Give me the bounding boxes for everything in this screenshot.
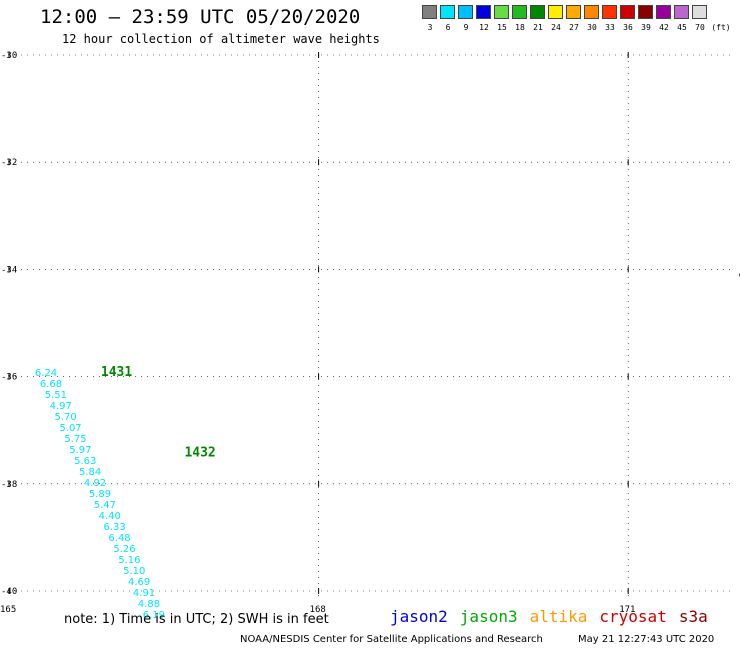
x-tick-label: 165 <box>0 605 16 615</box>
wave-height-value: 6.48 <box>108 533 130 544</box>
colorbar-label: 45 <box>677 23 687 32</box>
wave-height-value: 6.19 <box>143 610 165 621</box>
page-subtitle: 12 hour collection of altimeter wave hei… <box>62 32 380 46</box>
y-tick-label: -30 <box>1 51 17 61</box>
colorbar-label: 36 <box>623 23 633 32</box>
colorbar-swatch <box>584 5 599 19</box>
wave-height-value: 5.26 <box>113 544 135 555</box>
footer-note: note: 1) Time is in UTC; 2) SWH is in fe… <box>64 612 329 627</box>
satellite-legend-item: altika <box>529 607 588 626</box>
x-tick-label: 168 <box>310 605 326 615</box>
colorbar-label: 9 <box>463 23 469 32</box>
wave-height-value: 4.91 <box>133 588 155 599</box>
colorbar-swatch <box>440 5 455 19</box>
wave-height-value: 4.97 <box>50 401 72 412</box>
colorbar-swatch <box>548 5 563 19</box>
wave-height-value: 5.75 <box>64 434 86 445</box>
colorbar-swatch <box>620 5 635 19</box>
colorbar-unit: (ft) <box>711 23 731 32</box>
wave-height-value: 4.88 <box>138 599 160 610</box>
wave-height-value: 5.10 <box>123 566 145 577</box>
satellite-legend-item: jason2 <box>390 607 448 626</box>
wave-height-value: 5.84 <box>79 467 101 478</box>
pass-time-label: 1431 <box>101 365 132 380</box>
colorbar-swatch <box>458 5 473 19</box>
colorbar-swatch <box>512 5 527 19</box>
colorbar-swatch <box>494 5 509 19</box>
wave-height-value: 5.16 <box>118 555 140 566</box>
y-tick-label: -38 <box>1 480 17 490</box>
satellite-legend-item: s3a <box>678 607 708 626</box>
colorbar-swatch <box>692 5 707 19</box>
credit-text: NOAA/NESDIS Center for Satellite Applica… <box>240 634 543 645</box>
satellite-legend-item: jason3 <box>459 607 518 626</box>
wave-height-value: 5.07 <box>59 423 81 434</box>
y-tick-label: -34 <box>1 265 17 275</box>
colorbar-label: 70 <box>695 23 705 32</box>
satellite-passes: 184612.9413.0412.7912.8613.1712.8712.191… <box>35 365 216 621</box>
colorbar-swatch <box>566 5 581 19</box>
wave-height-value: 5.70 <box>55 412 77 423</box>
y-tick-label: -32 <box>1 158 17 168</box>
wave-height-value: 5.89 <box>89 489 111 500</box>
colorbar-swatch <box>602 5 617 19</box>
colorbar-label: 6 <box>445 23 451 32</box>
wave-height-value: 5.97 <box>69 445 91 456</box>
colorbar-swatch <box>638 5 653 19</box>
x-tick-label: 171 <box>619 605 635 615</box>
wave-height-value: 5.63 <box>74 456 96 467</box>
wave-height-value: 4.92 <box>84 478 106 489</box>
wave-height-value: 5.47 <box>94 500 116 511</box>
wave-height-value: 6.24 <box>35 368 57 379</box>
colorbar-label: 27 <box>569 23 579 32</box>
satellite-legend-item: cryosat <box>599 607 667 626</box>
wave-height-value: 6.33 <box>104 522 126 533</box>
colorbar-label: 15 <box>497 23 507 32</box>
colorbar-label: 30 <box>587 23 597 32</box>
colorbar-label: 39 <box>641 23 651 32</box>
colorbar-label: 12 <box>479 23 489 32</box>
pass-time-label: 1432 <box>184 446 215 461</box>
colorbar-label: 21 <box>533 23 543 32</box>
wave-height-value: 5.51 <box>45 390 67 401</box>
colorbar-swatch <box>422 5 437 19</box>
colorbar-swatch <box>674 5 689 19</box>
wave-height-value: 6.68 <box>40 379 62 390</box>
colorbar-swatch <box>476 5 491 19</box>
y-tick-label: -36 <box>1 373 17 383</box>
timestamp-text: May 21 12:27:43 UTC 2020 <box>578 634 715 645</box>
satellite-legend: jason2 jason3 altika cryosat s3a <box>390 607 720 626</box>
page-title: 12:00 — 23:59 UTC 05/20/2020 <box>40 6 361 28</box>
colorbar-label: 3 <box>427 23 433 32</box>
colorbar-swatch <box>530 5 545 19</box>
y-tick-label: -40 <box>1 587 17 597</box>
colorbar-label: 42 <box>659 23 669 32</box>
colorbar-label: 33 <box>605 23 615 32</box>
axis-ticks: 165168171174177-30-32-34-36-38-40 <box>0 51 735 615</box>
wave-height-value: 4.69 <box>128 577 150 588</box>
colorbar-label: 18 <box>515 23 525 32</box>
colorbar-swatch <box>656 5 671 19</box>
wave-height-value: 4.40 <box>99 511 121 522</box>
colorbar-label: 24 <box>551 23 561 32</box>
